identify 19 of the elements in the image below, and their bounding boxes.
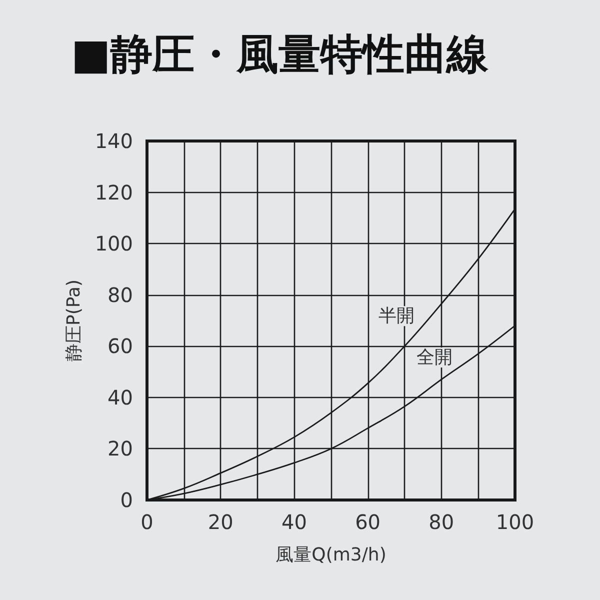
x-axis-title: 風量Q(m3/h) (276, 544, 386, 566)
y-tick-label: 20 (108, 436, 133, 461)
y-tick-label: 100 (94, 232, 133, 256)
x-tick-label: 80 (428, 510, 454, 534)
x-tick-label: 0 (140, 510, 154, 534)
x-tick-label: 100 (496, 510, 534, 534)
y-tick-label: 60 (108, 334, 133, 358)
series-label: 半開 (378, 306, 415, 327)
x-tick-label: 20 (208, 510, 234, 534)
y-tick-label: 40 (108, 385, 133, 410)
x-tick-label: 40 (281, 510, 307, 534)
y-tick-label: 140 (94, 129, 133, 153)
y-axis-title: 静圧P(Pa) (64, 280, 84, 362)
series-label: 全開 (416, 346, 452, 368)
chart-title: ■静圧・風量特性曲線 (71, 30, 490, 78)
y-tick-label: 80 (108, 282, 133, 307)
y-tick-label: 120 (94, 180, 133, 204)
x-tick-label: 60 (355, 510, 381, 534)
y-tick-label: 0 (120, 488, 133, 512)
